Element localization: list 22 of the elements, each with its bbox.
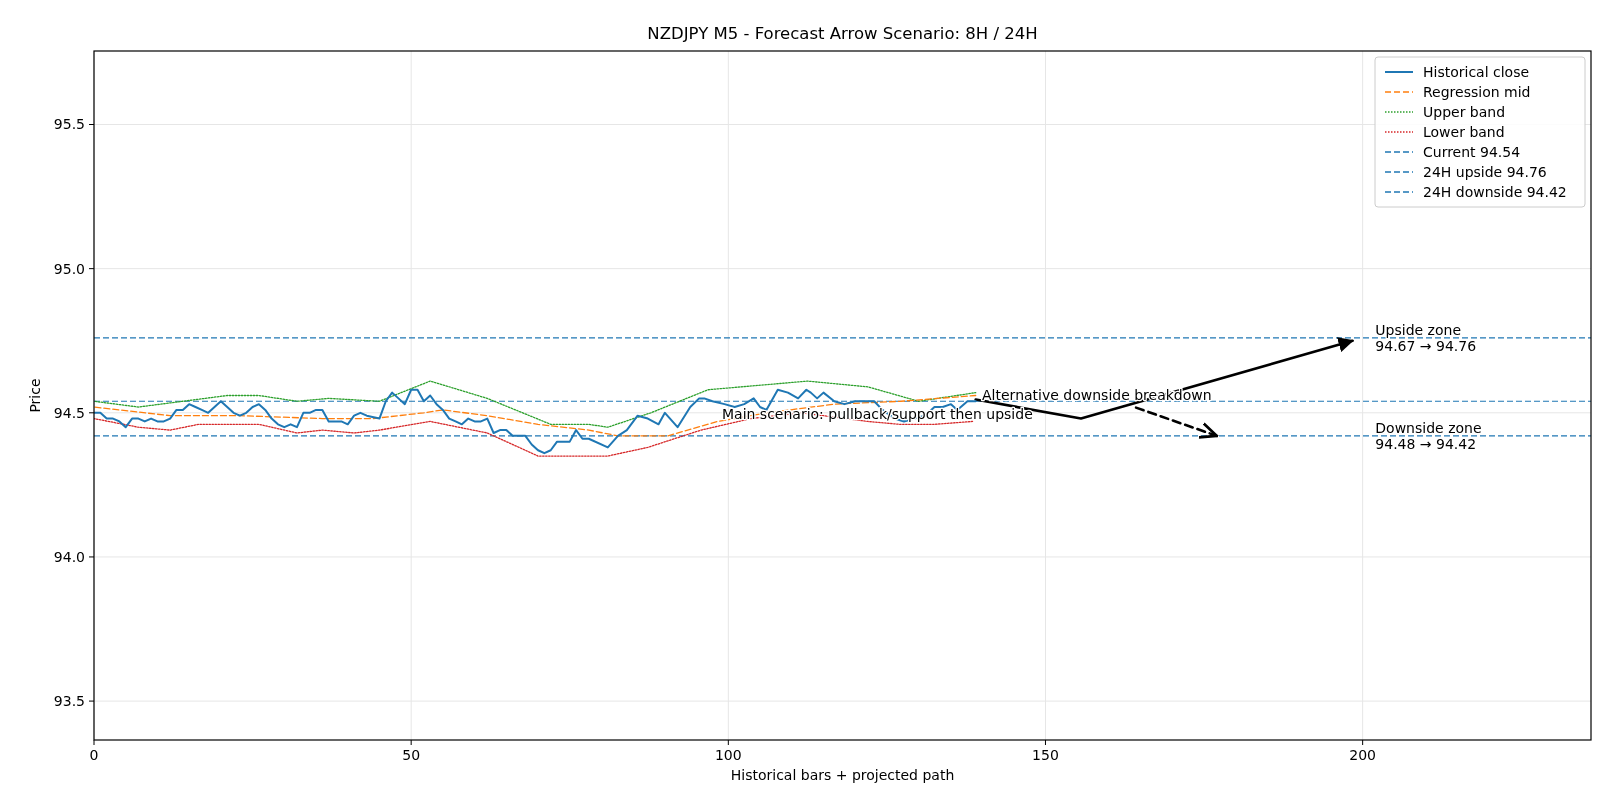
legend-label: Historical close bbox=[1423, 63, 1530, 80]
x-tick-label: 200 bbox=[1349, 747, 1377, 763]
y-tick-label: 93.5 bbox=[53, 692, 85, 709]
legend-label: 24H upside 94.76 bbox=[1423, 163, 1547, 180]
y-tick-label: 95.0 bbox=[53, 260, 85, 277]
x-axis-title: Historical bars + projected path bbox=[730, 767, 955, 783]
annotation: Upside zone 94.67 → 94.76 bbox=[1375, 321, 1477, 354]
legend-label: Lower band bbox=[1423, 123, 1505, 140]
legend-label: 24H downside 94.42 bbox=[1423, 183, 1567, 200]
x-tick-label: 150 bbox=[1032, 747, 1059, 763]
legend-label: Current 94.54 bbox=[1423, 143, 1521, 160]
x-tick-label: 50 bbox=[402, 747, 421, 763]
y-tick-label: 94.0 bbox=[53, 548, 85, 565]
y-axis-title: Price bbox=[27, 378, 43, 413]
x-tick-label: 100 bbox=[714, 747, 742, 763]
annotation: Downside zone 94.48 → 94.42 bbox=[1375, 419, 1482, 452]
x-tick-label: 0 bbox=[89, 747, 99, 763]
legend-label: Regression mid bbox=[1423, 83, 1531, 100]
y-tick-label: 94.5 bbox=[53, 404, 85, 421]
chart-title: NZDJPY M5 - Forecast Arrow Scenario: 8H / 24H bbox=[647, 24, 1038, 43]
y-tick-label: 95.5 bbox=[53, 116, 85, 133]
legend-label: Upper band bbox=[1423, 103, 1506, 120]
